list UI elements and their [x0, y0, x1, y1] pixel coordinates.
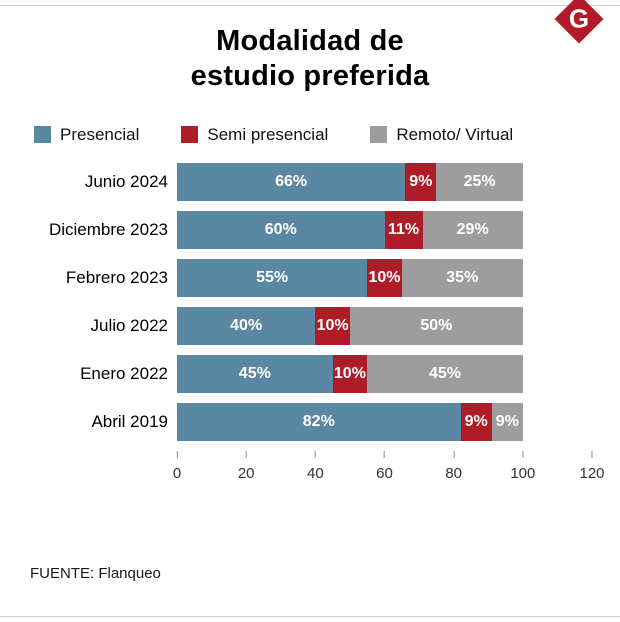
axis-tick: 0: [172, 450, 182, 482]
tick-label: 20: [237, 464, 255, 482]
bar-value-label: 29%: [456, 220, 489, 238]
brand-logo-diamond: [554, 0, 604, 44]
axis-tick: 100: [510, 450, 536, 482]
bar-track: 45% 10% 45%: [177, 354, 592, 393]
tick-label: 40: [306, 464, 324, 482]
bar-segment-remoto-virtual: 9%: [491, 402, 523, 441]
bar-segment-semi-presencial: 10%: [367, 258, 402, 297]
tick-mark: [384, 450, 385, 458]
chart-row: Julio 2022 40% 10% 50%: [28, 306, 592, 345]
bar-value-label: 10%: [316, 316, 349, 334]
bar-value-label: 82%: [302, 412, 335, 430]
bar-track: 66% 9% 25%: [177, 162, 592, 201]
bar-segment-remoto-virtual: 29%: [422, 210, 523, 249]
tick-mark: [176, 450, 178, 458]
bar-segment-presencial: 60%: [177, 210, 385, 249]
bar-value-label: 10%: [368, 268, 401, 286]
bar-track: 40% 10% 50%: [177, 306, 592, 345]
bar-value-label: 35%: [446, 268, 479, 286]
bar-segment-semi-presencial: 9%: [460, 402, 492, 441]
category-label: Febrero 2023: [65, 267, 168, 287]
tick-label: 120: [579, 464, 605, 482]
bar-segment-remoto-virtual: 25%: [436, 162, 523, 201]
bar-value-label: 45%: [238, 364, 271, 382]
tick-mark: [591, 450, 593, 458]
legend-swatch: [34, 126, 51, 144]
bar-value-label: 55%: [256, 268, 289, 286]
bar-track: 82% 9% 9%: [177, 402, 592, 441]
category-label: Abril 2019: [91, 411, 168, 431]
chart-row: Febrero 2023 55% 10% 35%: [28, 258, 592, 297]
axis-tick: 20: [237, 450, 255, 482]
chart-rows: Junio 2024 66% 9% 25% Diciembre 2023 60% 11% 29…: [28, 162, 592, 441]
category-label: Enero 2022: [80, 363, 168, 383]
chart-row: Enero 2022 45% 10% 45%: [28, 354, 592, 393]
bar-segment-semi-presencial: 10%: [332, 354, 368, 393]
bar-value-label: 45%: [429, 364, 462, 382]
bar-segment-presencial: 66%: [177, 162, 406, 201]
bar-value-label: 60%: [264, 220, 297, 238]
legend-label: Semi presencial: [207, 124, 329, 144]
tick-mark: [522, 450, 524, 458]
chart-row: Diciembre 2023 60% 11% 29%: [28, 210, 592, 249]
bar-segment-presencial: 55%: [177, 258, 368, 297]
category-label: Diciembre 2023: [48, 219, 168, 239]
bar-value-label: 11%: [387, 220, 420, 238]
bar-chart: Junio 2024 66% 9% 25% Diciembre 2023 60% 11% 29…: [28, 162, 605, 485]
tick-mark: [245, 450, 247, 458]
bar-segment-semi-presencial: 9%: [405, 162, 437, 201]
legend-item-semi-presencial: Semi presencial: [181, 125, 328, 145]
header: Modalidad de estudio preferida G: [28, 0, 604, 95]
bar-value-label: 25%: [463, 172, 496, 190]
bar-track: 60% 11% 29%: [177, 210, 592, 249]
bar-segment-semi-presencial: 10%: [315, 306, 350, 345]
title-line-2: estudio preferida: [190, 60, 430, 93]
legend-item-presencial: Presencial: [34, 125, 139, 145]
tick-mark: [453, 450, 455, 458]
tick-label: 80: [445, 464, 462, 482]
top-border: [0, 5, 620, 6]
bar-track: 55% 10% 35%: [177, 258, 592, 297]
x-axis: 0 20 40 60 80 100 120: [173, 450, 605, 485]
bar-value-label: 66%: [275, 172, 308, 190]
axis-tick: 40: [306, 450, 324, 482]
chart-row: Junio 2024 66% 9% 25%: [28, 162, 592, 201]
tick-mark: [314, 450, 316, 458]
bar-segment-semi-presencial: 11%: [384, 210, 423, 249]
bar-value-label: 50%: [420, 316, 453, 334]
chart-legend: Presencial Semi presencial Remoto/ Virtual: [28, 125, 592, 145]
bar-segment-presencial: 40%: [177, 306, 316, 345]
legend-swatch: [181, 126, 199, 144]
source-label: FUENTE: Flanqueo: [30, 565, 161, 582]
bottom-border: [0, 616, 620, 617]
tick-label: 100: [510, 464, 536, 482]
bar-segment-remoto-virtual: 50%: [349, 306, 523, 345]
bar-segment-presencial: 45%: [177, 354, 333, 393]
legend-item-remoto-virtual: Remoto/ Virtual: [370, 125, 513, 145]
bar-value-label: 9%: [409, 172, 433, 190]
legend-swatch: [370, 126, 388, 144]
tick-label: 60: [376, 464, 393, 482]
legend-label: Remoto/ Virtual: [396, 124, 514, 144]
axis-tick: 120: [579, 450, 605, 482]
bar-value-label: 9%: [464, 412, 488, 430]
bar-segment-presencial: 82%: [177, 402, 461, 441]
bar-segment-remoto-virtual: 35%: [401, 258, 523, 297]
bar-value-label: 9%: [495, 412, 519, 430]
bar-segment-remoto-virtual: 45%: [367, 354, 523, 393]
title-line-1: Modalidad de: [216, 25, 404, 57]
legend-label: Presencial: [60, 124, 140, 144]
chart-row: Abril 2019 82% 9% 9%: [28, 402, 592, 441]
axis-tick: 80: [445, 450, 462, 482]
brand-logo: G: [554, 0, 604, 44]
bar-value-label: 10%: [333, 364, 366, 382]
category-label: Junio 2024: [84, 171, 168, 191]
tick-label: 0: [172, 464, 182, 482]
category-label: Julio 2022: [90, 315, 168, 335]
page-title: Modalidad de estudio preferida: [28, 24, 592, 95]
brand-logo-letter: G: [569, 4, 589, 34]
bar-value-label: 40%: [230, 316, 263, 334]
axis-tick: 60: [376, 450, 393, 482]
